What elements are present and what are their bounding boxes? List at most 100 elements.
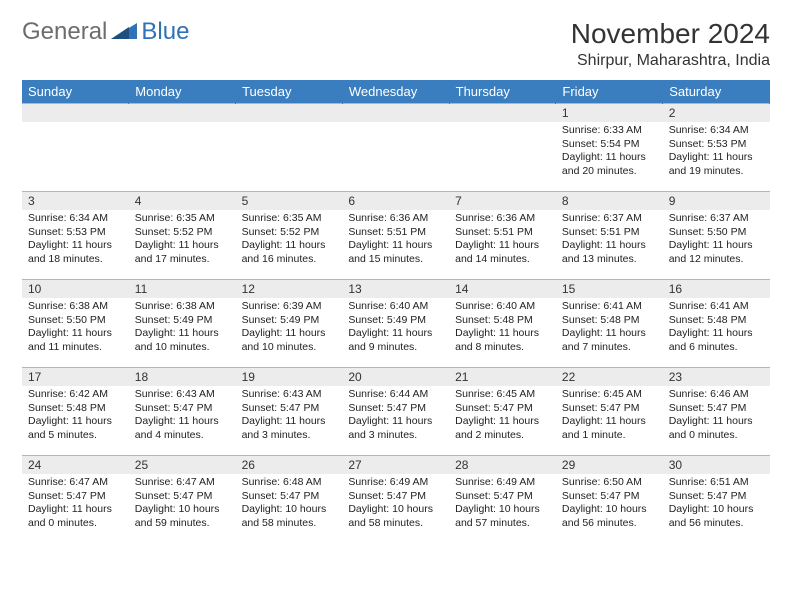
day-number: 4 <box>129 192 236 210</box>
title-block: November 2024 Shirpur, Maharashtra, Indi… <box>571 18 770 70</box>
calendar-cell: 16Sunrise: 6:41 AMSunset: 5:48 PMDayligh… <box>663 280 770 368</box>
sunrise-text: Sunrise: 6:34 AM <box>28 212 123 226</box>
sunset-text: Sunset: 5:49 PM <box>135 314 230 328</box>
sunset-text: Sunset: 5:49 PM <box>242 314 337 328</box>
sunrise-text: Sunrise: 6:43 AM <box>135 388 230 402</box>
daylight-text: Daylight: 11 hours and 20 minutes. <box>562 151 657 178</box>
calendar-cell: 2Sunrise: 6:34 AMSunset: 5:53 PMDaylight… <box>663 104 770 192</box>
daylight-text: Daylight: 11 hours and 14 minutes. <box>455 239 550 266</box>
daylight-text: Daylight: 11 hours and 9 minutes. <box>348 327 443 354</box>
calendar-cell: 13Sunrise: 6:40 AMSunset: 5:49 PMDayligh… <box>342 280 449 368</box>
daylight-text: Daylight: 11 hours and 8 minutes. <box>455 327 550 354</box>
sunrise-text: Sunrise: 6:50 AM <box>562 476 657 490</box>
day-data: Sunrise: 6:36 AMSunset: 5:51 PMDaylight:… <box>342 210 449 271</box>
daylight-text: Daylight: 10 hours and 56 minutes. <box>562 503 657 530</box>
sunrise-text: Sunrise: 6:35 AM <box>242 212 337 226</box>
calendar-cell: 15Sunrise: 6:41 AMSunset: 5:48 PMDayligh… <box>556 280 663 368</box>
sunset-text: Sunset: 5:47 PM <box>455 490 550 504</box>
sunrise-text: Sunrise: 6:40 AM <box>348 300 443 314</box>
sunset-text: Sunset: 5:53 PM <box>28 226 123 240</box>
day-number <box>236 104 343 122</box>
calendar-cell: 25Sunrise: 6:47 AMSunset: 5:47 PMDayligh… <box>129 456 236 544</box>
day-header-row: Sunday Monday Tuesday Wednesday Thursday… <box>22 80 770 104</box>
sunrise-text: Sunrise: 6:34 AM <box>669 124 764 138</box>
logo-triangle-icon <box>111 19 137 39</box>
calendar-cell: 17Sunrise: 6:42 AMSunset: 5:48 PMDayligh… <box>22 368 129 456</box>
daylight-text: Daylight: 11 hours and 17 minutes. <box>135 239 230 266</box>
day-data: Sunrise: 6:46 AMSunset: 5:47 PMDaylight:… <box>663 386 770 447</box>
calendar-cell: 12Sunrise: 6:39 AMSunset: 5:49 PMDayligh… <box>236 280 343 368</box>
day-data: Sunrise: 6:41 AMSunset: 5:48 PMDaylight:… <box>556 298 663 359</box>
sunrise-text: Sunrise: 6:45 AM <box>562 388 657 402</box>
logo: General Blue <box>22 18 189 46</box>
sunrise-text: Sunrise: 6:48 AM <box>242 476 337 490</box>
day-data: Sunrise: 6:40 AMSunset: 5:49 PMDaylight:… <box>342 298 449 359</box>
sunset-text: Sunset: 5:48 PM <box>669 314 764 328</box>
day-data: Sunrise: 6:38 AMSunset: 5:49 PMDaylight:… <box>129 298 236 359</box>
day-number: 5 <box>236 192 343 210</box>
page-header: General Blue November 2024 Shirpur, Maha… <box>22 18 770 70</box>
calendar-cell: 14Sunrise: 6:40 AMSunset: 5:48 PMDayligh… <box>449 280 556 368</box>
daylight-text: Daylight: 11 hours and 2 minutes. <box>455 415 550 442</box>
sunrise-text: Sunrise: 6:44 AM <box>348 388 443 402</box>
calendar-cell: 4Sunrise: 6:35 AMSunset: 5:52 PMDaylight… <box>129 192 236 280</box>
daylight-text: Daylight: 11 hours and 19 minutes. <box>669 151 764 178</box>
day-number: 28 <box>449 456 556 474</box>
daylight-text: Daylight: 11 hours and 18 minutes. <box>28 239 123 266</box>
calendar-week-row: 1Sunrise: 6:33 AMSunset: 5:54 PMDaylight… <box>22 104 770 192</box>
day-data: Sunrise: 6:35 AMSunset: 5:52 PMDaylight:… <box>129 210 236 271</box>
daylight-text: Daylight: 10 hours and 58 minutes. <box>242 503 337 530</box>
day-number: 14 <box>449 280 556 298</box>
calendar-cell: 19Sunrise: 6:43 AMSunset: 5:47 PMDayligh… <box>236 368 343 456</box>
sunset-text: Sunset: 5:51 PM <box>348 226 443 240</box>
calendar-cell: 21Sunrise: 6:45 AMSunset: 5:47 PMDayligh… <box>449 368 556 456</box>
day-number: 27 <box>342 456 449 474</box>
sunset-text: Sunset: 5:51 PM <box>562 226 657 240</box>
day-number: 13 <box>342 280 449 298</box>
sunrise-text: Sunrise: 6:38 AM <box>135 300 230 314</box>
daylight-text: Daylight: 11 hours and 7 minutes. <box>562 327 657 354</box>
calendar-cell: 5Sunrise: 6:35 AMSunset: 5:52 PMDaylight… <box>236 192 343 280</box>
daylight-text: Daylight: 11 hours and 13 minutes. <box>562 239 657 266</box>
day-number: 7 <box>449 192 556 210</box>
calendar-cell: 26Sunrise: 6:48 AMSunset: 5:47 PMDayligh… <box>236 456 343 544</box>
sunset-text: Sunset: 5:47 PM <box>135 490 230 504</box>
day-number: 1 <box>556 104 663 122</box>
daylight-text: Daylight: 11 hours and 10 minutes. <box>242 327 337 354</box>
day-header: Sunday <box>22 80 129 104</box>
sunset-text: Sunset: 5:47 PM <box>135 402 230 416</box>
daylight-text: Daylight: 11 hours and 5 minutes. <box>28 415 123 442</box>
logo-word-general: General <box>22 18 107 46</box>
day-header: Monday <box>129 80 236 104</box>
daylight-text: Daylight: 11 hours and 0 minutes. <box>669 415 764 442</box>
day-number: 30 <box>663 456 770 474</box>
calendar-cell: 30Sunrise: 6:51 AMSunset: 5:47 PMDayligh… <box>663 456 770 544</box>
sunset-text: Sunset: 5:52 PM <box>135 226 230 240</box>
sunset-text: Sunset: 5:48 PM <box>562 314 657 328</box>
sunrise-text: Sunrise: 6:36 AM <box>348 212 443 226</box>
sunset-text: Sunset: 5:47 PM <box>348 402 443 416</box>
day-number: 2 <box>663 104 770 122</box>
calendar-cell: 28Sunrise: 6:49 AMSunset: 5:47 PMDayligh… <box>449 456 556 544</box>
daylight-text: Daylight: 11 hours and 10 minutes. <box>135 327 230 354</box>
daylight-text: Daylight: 11 hours and 1 minute. <box>562 415 657 442</box>
day-number: 12 <box>236 280 343 298</box>
calendar-table: Sunday Monday Tuesday Wednesday Thursday… <box>22 80 770 544</box>
day-number: 16 <box>663 280 770 298</box>
day-number: 25 <box>129 456 236 474</box>
day-data: Sunrise: 6:49 AMSunset: 5:47 PMDaylight:… <box>342 474 449 535</box>
day-number <box>22 104 129 122</box>
calendar-week-row: 17Sunrise: 6:42 AMSunset: 5:48 PMDayligh… <box>22 368 770 456</box>
day-data: Sunrise: 6:43 AMSunset: 5:47 PMDaylight:… <box>129 386 236 447</box>
day-data: Sunrise: 6:34 AMSunset: 5:53 PMDaylight:… <box>663 122 770 183</box>
calendar-cell: 1Sunrise: 6:33 AMSunset: 5:54 PMDaylight… <box>556 104 663 192</box>
day-number <box>342 104 449 122</box>
day-number: 23 <box>663 368 770 386</box>
day-data: Sunrise: 6:45 AMSunset: 5:47 PMDaylight:… <box>556 386 663 447</box>
day-number: 18 <box>129 368 236 386</box>
sunrise-text: Sunrise: 6:46 AM <box>669 388 764 402</box>
calendar-cell <box>129 104 236 192</box>
day-number <box>129 104 236 122</box>
calendar-cell: 23Sunrise: 6:46 AMSunset: 5:47 PMDayligh… <box>663 368 770 456</box>
calendar-cell: 10Sunrise: 6:38 AMSunset: 5:50 PMDayligh… <box>22 280 129 368</box>
